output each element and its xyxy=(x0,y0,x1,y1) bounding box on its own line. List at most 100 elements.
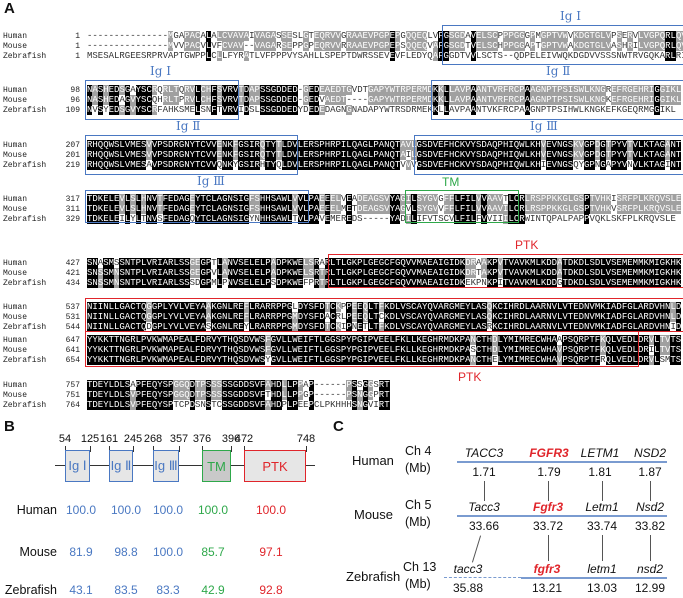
conserved-residues: S xyxy=(351,380,358,390)
conserved-residues: GP xyxy=(584,150,595,160)
chromosome-line xyxy=(521,577,667,579)
conserved-residues: QLVEDLDR xyxy=(605,335,649,345)
similar-residues: Q xyxy=(486,302,493,312)
tm-box xyxy=(405,190,519,223)
ortholog-connector xyxy=(602,535,603,561)
conserved-residues: LDVLERSPHRPILQAGLPANQT xyxy=(281,140,401,150)
similar-residues: CVAV xyxy=(222,41,244,51)
similar-residues: T xyxy=(238,85,244,95)
similar-residues: EFRGEHRI xyxy=(611,95,655,105)
variable-residues: VDT xyxy=(351,85,368,95)
similar-residues: P xyxy=(346,380,352,390)
similar-residues: GGQ xyxy=(173,390,190,400)
identity-value: 100.0 xyxy=(255,503,287,517)
variable-residues: G xyxy=(557,278,563,288)
identity-value: 98.8 xyxy=(114,545,138,559)
variable-residues: GDTV xyxy=(448,51,471,61)
variable-residues: I xyxy=(540,160,547,170)
conserved-residues: TDKDLSDLVSEMEMMKMIGKHK xyxy=(562,268,682,278)
variable-residues: SN xyxy=(200,105,212,115)
conserved-residues: R xyxy=(313,258,320,268)
conserved-residues: E xyxy=(389,51,395,61)
similar-residues: H xyxy=(141,204,147,214)
similar-residues: T xyxy=(238,95,244,105)
conserved-residues: TDEYLDLS xyxy=(87,380,131,390)
similar-residues: A xyxy=(265,380,271,390)
similar-residues: SS xyxy=(211,380,223,390)
conserved-residues: SNTPLVRIARLSS xyxy=(119,268,190,278)
conserved-residues: K xyxy=(432,105,439,115)
similar-residues: FS xyxy=(249,204,260,214)
conserved-residues: LT xyxy=(367,302,379,312)
conserved-residues: E xyxy=(324,204,331,214)
variable-residues: E xyxy=(492,355,498,365)
conserved-residues: LP xyxy=(286,390,298,400)
conserved-residues: VPSDRGNYTCVV xyxy=(151,160,217,170)
variable-residues: A xyxy=(605,160,612,170)
sequence-row: RHQQWSLVMESAVPSDRGNYTCVVQNKYGSIRHTYQLDVL… xyxy=(87,160,682,170)
residue-start: 537 xyxy=(65,303,80,312)
variable-residues: QH xyxy=(151,95,163,105)
conserved-residues: L xyxy=(411,214,417,224)
similar-residues: F xyxy=(232,140,239,150)
species-label: Human xyxy=(3,86,28,95)
similar-residues: K xyxy=(600,335,606,345)
similar-residues: A xyxy=(481,268,487,278)
variable-residues: A xyxy=(119,95,125,105)
similar-residues: S xyxy=(216,95,223,105)
variable-residues: R xyxy=(276,41,282,51)
variable-residues: V xyxy=(405,204,412,214)
position-tick xyxy=(244,446,245,452)
identity-value: 85.7 xyxy=(201,545,225,559)
similar-residues: V xyxy=(292,204,298,214)
conserved-residues: V xyxy=(470,41,477,51)
variable-residues: P xyxy=(308,41,314,51)
conserved-residues: HHSAWL xyxy=(259,204,293,214)
sequence-row: MSESALRGEESRPRVAPTGWPPLCLLFYRATLVFPPPVYS… xyxy=(87,51,683,61)
similar-residues: K xyxy=(335,322,341,332)
conserved-residues: NV xyxy=(146,214,158,224)
conserved-residues: L xyxy=(124,214,131,224)
variable-residues: EKPN xyxy=(465,278,487,288)
variable-residues: D xyxy=(146,322,152,332)
conserved-residues: P xyxy=(584,204,590,214)
gene-position: 1.81 xyxy=(588,465,612,479)
similar-residues: SGD xyxy=(449,31,466,41)
conserved-residues: ED xyxy=(308,85,320,95)
similar-residues: T xyxy=(324,322,331,332)
residue-start: 641 xyxy=(65,346,80,355)
sequence-row: YYKKTTNGRLPVKWMAPEALFDRVYTHQSDVWSFGVLLWE… xyxy=(87,345,682,355)
variable-residues: K xyxy=(605,95,612,105)
variable-residues: A xyxy=(465,31,471,41)
conserved-residues: R xyxy=(313,278,320,288)
conserved-residues: PYV xyxy=(611,160,628,170)
conserved-residues: TVAVKMLKDD xyxy=(503,258,558,268)
similar-residues: EL xyxy=(330,194,341,204)
conserved-residues: S xyxy=(97,95,104,105)
position-label: 357 xyxy=(169,433,189,445)
conserved-residues: YTCLAGNSIG xyxy=(195,214,250,224)
variable-residues: RI xyxy=(675,51,683,61)
conserved-residues: E xyxy=(357,302,363,312)
similar-residues: A xyxy=(92,85,98,95)
conserved-residues: RL xyxy=(664,51,676,61)
similar-residues: RV xyxy=(184,95,196,105)
species-label: Zebrafish xyxy=(3,106,47,115)
similar-residues: V xyxy=(146,150,152,160)
conserved-residues: DPKWE xyxy=(276,278,304,288)
species-label: Zebrafish xyxy=(3,279,47,288)
conserved-residues: YSC xyxy=(135,95,152,105)
variable-residues: I xyxy=(249,31,255,41)
conserved-residues: P xyxy=(584,214,590,224)
variable-residues: NTVKFRCPA xyxy=(476,105,525,115)
residue-start: 427 xyxy=(65,259,80,268)
variable-residues: H xyxy=(621,41,628,51)
gene-name: FGFR3 xyxy=(529,446,569,460)
ig3-label-1: Ig Ⅲ xyxy=(530,119,558,133)
conserved-residues: G xyxy=(124,95,131,105)
gene-position: 1.79 xyxy=(537,465,561,479)
similar-residues: D xyxy=(492,345,498,355)
position-tick xyxy=(65,446,66,452)
similar-residues: E xyxy=(351,312,358,322)
conserved-residues: D xyxy=(675,302,682,312)
